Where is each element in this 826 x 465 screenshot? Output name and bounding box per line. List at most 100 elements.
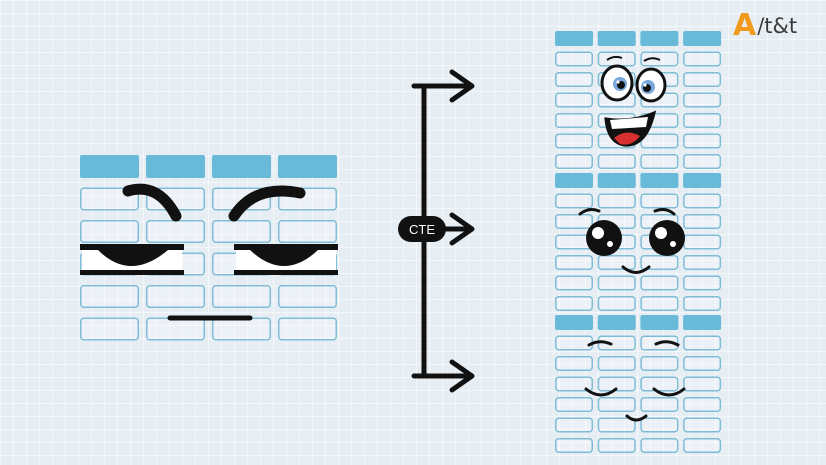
header-cell — [597, 173, 636, 188]
table-cell — [80, 317, 139, 341]
result-table-bottom-grid — [555, 315, 722, 453]
right-eye-shine-big — [655, 227, 667, 239]
header-cell — [212, 155, 271, 178]
table-cell — [212, 285, 271, 308]
table-cell — [683, 133, 722, 149]
table-cell — [640, 193, 679, 209]
table-cell — [555, 193, 593, 209]
table-cell — [683, 72, 722, 87]
right-glint — [643, 83, 647, 87]
right-eye-shine-small — [670, 241, 676, 247]
left-closed-eye — [584, 387, 618, 397]
table-cell — [555, 113, 593, 128]
table-cell — [683, 214, 722, 229]
table-cell — [597, 397, 636, 412]
logo-text: /t&t — [757, 14, 798, 38]
table-cell — [683, 275, 722, 291]
arrow-top-head — [449, 69, 475, 103]
right-closed-eye — [652, 387, 686, 397]
content-face — [584, 340, 686, 422]
table-cell — [555, 296, 593, 311]
smile — [621, 265, 651, 274]
table-cell — [597, 376, 636, 392]
header-cell — [555, 315, 593, 330]
header-cell — [278, 155, 337, 178]
logo-letter-a: A — [733, 8, 757, 43]
table-cell — [597, 438, 636, 453]
right-brow — [653, 208, 676, 216]
tongue — [614, 132, 640, 145]
table-cell — [555, 275, 593, 291]
table-cell — [683, 335, 722, 351]
annoyed-face — [80, 183, 338, 321]
arrow-middle-head — [449, 212, 475, 246]
table-cell — [212, 317, 271, 341]
table-cell — [555, 417, 593, 433]
table-cell — [683, 234, 722, 250]
table-cell — [640, 133, 679, 149]
table-cell — [683, 356, 722, 371]
header-cell — [683, 173, 722, 188]
right-eye — [649, 220, 685, 256]
table-cell — [597, 275, 636, 291]
table-cell — [278, 220, 337, 243]
table-cell — [278, 317, 337, 341]
table-cell — [146, 285, 205, 308]
header-cell — [640, 173, 679, 188]
left-lid-bottom — [80, 270, 184, 275]
table-cell — [146, 220, 205, 243]
table-cell — [683, 296, 722, 311]
table-cell — [640, 438, 679, 453]
table-cell — [683, 397, 722, 412]
header-cell — [640, 315, 679, 330]
header-cell — [597, 31, 636, 46]
header-cell — [683, 31, 722, 46]
table-cell — [640, 154, 679, 169]
right-brow — [654, 340, 680, 347]
table-cell — [555, 72, 593, 87]
table-cell — [683, 193, 722, 209]
table-cell — [640, 255, 679, 270]
left-lid-top — [80, 244, 184, 250]
header-cell — [683, 315, 722, 330]
table-cell — [597, 417, 636, 433]
small-smile — [625, 414, 648, 422]
table-cell — [597, 193, 636, 209]
table-cell — [555, 356, 593, 371]
right-lid-top — [234, 244, 338, 250]
header-cell — [640, 31, 679, 46]
result-table-top-grid — [555, 31, 722, 169]
table-cell — [683, 255, 722, 270]
left-eye-shine-big — [592, 227, 604, 239]
table-cell — [555, 255, 593, 270]
left-brow — [587, 340, 613, 347]
table-cell — [683, 51, 722, 67]
table-cell — [146, 317, 205, 341]
table-cell — [278, 285, 337, 308]
table-cell — [683, 376, 722, 392]
table-cell — [683, 154, 722, 169]
cte-badge: CTE — [398, 216, 446, 242]
header-cell — [555, 173, 593, 188]
table-cell — [640, 376, 679, 392]
table-cell — [212, 220, 271, 243]
table-cell — [597, 296, 636, 311]
table-cell — [80, 220, 139, 243]
table-cell — [555, 154, 593, 169]
table-cell — [683, 417, 722, 433]
left-eye — [586, 220, 622, 256]
table-cell — [555, 214, 593, 229]
table-cell — [555, 133, 593, 149]
table-cell — [597, 154, 636, 169]
cte-label: CTE — [409, 222, 435, 237]
table-cell — [555, 51, 593, 67]
result-table-middle-grid — [555, 173, 722, 311]
left-eyebrow — [122, 183, 182, 222]
table-cell — [640, 417, 679, 433]
right-eyebrow — [228, 185, 306, 222]
table-cell — [683, 113, 722, 128]
table-cell — [640, 356, 679, 371]
left-glint — [616, 80, 620, 84]
table-cell — [555, 335, 593, 351]
